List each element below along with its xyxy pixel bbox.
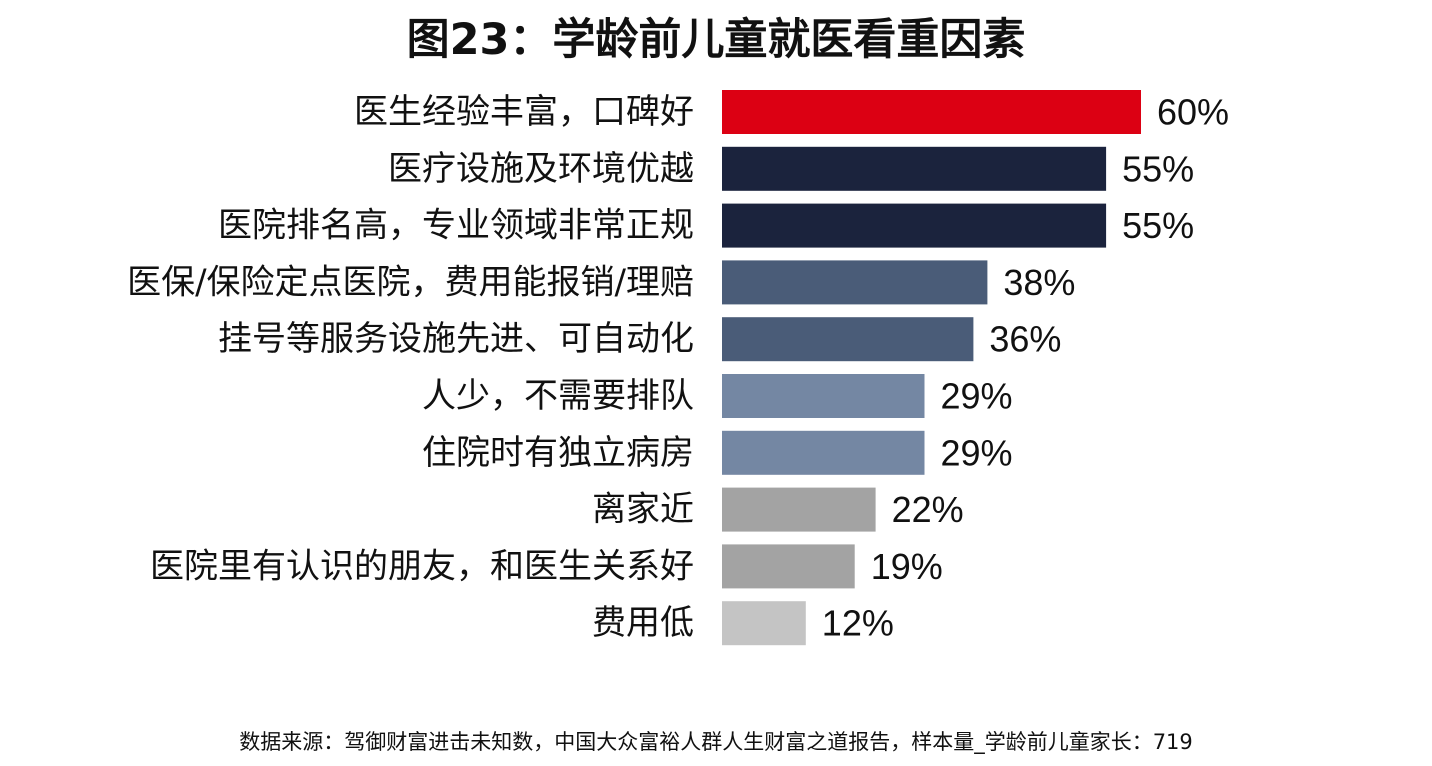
value-label-4: 38% xyxy=(1003,262,1075,303)
category-label-6: 人少，不需要排队 xyxy=(422,376,694,416)
category-label-9: 医院里有认识的朋友，和医生关系好 xyxy=(150,546,694,586)
bar-7 xyxy=(722,430,925,475)
category-label-4: 医保/保险定点医院，费用能报销/理赔 xyxy=(127,262,694,302)
bar-9 xyxy=(722,544,855,589)
chart-title: 图23：学龄前儿童就医看重因素 xyxy=(406,15,1026,65)
category-label-3: 医院排名高，专业领域非常正规 xyxy=(218,206,694,246)
value-label-2: 55% xyxy=(1122,148,1194,189)
bar-8 xyxy=(722,487,876,532)
bar-1 xyxy=(722,90,1141,134)
bar-3 xyxy=(722,203,1107,248)
category-label-5: 挂号等服务设施先进、可自动化 xyxy=(218,319,694,359)
value-label-5: 36% xyxy=(989,319,1061,360)
bars-group xyxy=(722,90,1141,646)
value-label-9: 19% xyxy=(871,546,943,587)
value-labels: 60% 55% 55% 38% 36% 29% 29% 22% 19% 12% xyxy=(822,92,1229,644)
value-label-7: 29% xyxy=(941,432,1013,473)
value-label-6: 29% xyxy=(941,376,1013,417)
bar-5 xyxy=(722,317,974,362)
bar-4 xyxy=(722,260,988,305)
bar-2 xyxy=(722,146,1107,191)
value-label-8: 22% xyxy=(892,489,964,530)
source-note: 数据来源：驾御财富进击未知数，中国大众富裕人群人生财富之道报告，样本量_学龄前儿… xyxy=(239,730,1193,754)
category-labels: 医生经验丰富，口碑好医疗设施及环境优越医院排名高，专业领域非常正规医保/保险定点… xyxy=(127,92,694,643)
value-label-1: 60% xyxy=(1157,92,1229,133)
category-label-1: 医生经验丰富，口碑好 xyxy=(354,92,694,132)
bar-10 xyxy=(722,601,806,646)
value-label-3: 55% xyxy=(1122,205,1194,246)
category-label-7: 住院时有独立病房 xyxy=(422,433,694,473)
category-label-2: 医疗设施及环境优越 xyxy=(388,149,694,189)
bar-6 xyxy=(722,374,925,418)
category-label-10: 费用低 xyxy=(592,603,694,643)
category-label-8: 离家近 xyxy=(592,490,694,530)
value-label-10: 12% xyxy=(822,603,894,644)
